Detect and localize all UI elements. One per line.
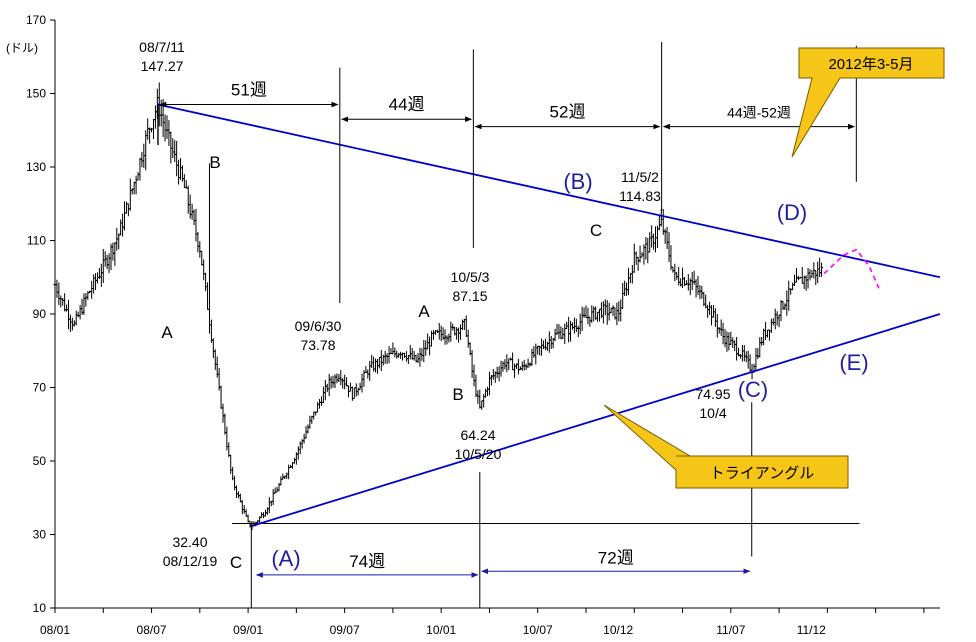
- x-axis: 08/01 08/07 09/01 09/07 10/01 10/07 10/12 11/07…: [40, 607, 940, 637]
- wave-label-7: (B): [563, 169, 592, 194]
- wave-label-4: B: [452, 385, 463, 404]
- y-tick-label-170: 170: [26, 13, 46, 27]
- y-tick-label-70: 70: [33, 381, 47, 395]
- point-label-p1005-1: 10/5/3: [451, 269, 490, 285]
- y-unit-label: (ドル): [6, 41, 38, 55]
- wave-label-5: C: [590, 221, 602, 240]
- price-series: [53, 82, 824, 531]
- annotations: 08/7/11 147.27 32.40 08/12/19 09/6/30 73.78 10…: [139, 39, 869, 572]
- y-tick-label-110: 110: [27, 234, 46, 248]
- wave-label-3: A: [418, 302, 430, 321]
- week-label-bottom-0: 74週: [349, 552, 385, 571]
- x-tick-label-10-12: 10/12: [603, 623, 633, 637]
- callout-triangle-text: トライアングル: [710, 465, 814, 482]
- x-tick-label-08-07: 08/07: [137, 623, 167, 637]
- wave-label-6: (A): [271, 546, 300, 571]
- forecast-series: [823, 248, 880, 289]
- x-tick-label-10-01: 10/01: [426, 623, 456, 637]
- week-label-top-2: 52週: [550, 103, 586, 122]
- point-label-p1005b-1: 64.24: [460, 427, 495, 443]
- y-tick-label-90: 90: [33, 307, 47, 321]
- wave-label-1: B: [209, 153, 220, 172]
- point-label-p0906-2: 73.78: [300, 337, 335, 353]
- wave-label-9: (D): [777, 200, 808, 225]
- callout-triangle-box: [603, 404, 849, 489]
- wave-label-10: (E): [839, 350, 868, 375]
- wave-label-2: C: [230, 553, 242, 572]
- point-label-p1005-2: 87.15: [452, 288, 487, 304]
- week-label-top-1: 44週: [389, 95, 425, 114]
- point-label-peak-1: 08/7/11: [139, 39, 185, 55]
- x-tick-label-09-01: 09/01: [233, 623, 263, 637]
- wave-label-8: (C): [738, 377, 769, 402]
- callout-2012-box: [791, 47, 945, 158]
- week-label-top-0: 51週: [231, 81, 267, 100]
- y-tick-label-50: 50: [33, 454, 47, 468]
- y-tick-label-10: 10: [33, 601, 47, 615]
- x-tick-label-11-07: 11/07: [716, 623, 745, 637]
- point-label-peak-2: 147.27: [141, 58, 184, 74]
- point-label-p1110-2: 10/4: [699, 405, 726, 421]
- point-label-p1005b-2: 10/5/20: [455, 446, 502, 462]
- point-label-p1110-1: 74.95: [695, 386, 730, 402]
- y-tick-label-130: 130: [26, 160, 46, 174]
- point-label-p0906-1: 09/6/30: [295, 318, 342, 334]
- y-tick-label-150: 150: [26, 87, 46, 101]
- x-tick-label-10-07: 10/07: [523, 623, 553, 637]
- wave-label-0: A: [161, 323, 173, 342]
- x-tick-label-08-01: 08/01: [40, 623, 70, 637]
- x-tick-label-11-12: 11/12: [797, 623, 826, 637]
- upper-trendline: [157, 103, 941, 279]
- point-label-p1105-2: 114.83: [619, 188, 661, 204]
- forecast-curve: [823, 248, 880, 289]
- week-label-top-3: 44週-52週: [727, 105, 791, 121]
- callout-2012-text: 2012年3-5月: [828, 56, 913, 73]
- point-label-p1105-1: 11/5/2: [621, 169, 659, 185]
- week-label-bottom-1: 72週: [598, 548, 634, 567]
- trendlines: [157, 103, 941, 527]
- y-axis: 10 30 50 70 90 110 130 150 170: [26, 13, 56, 615]
- x-tick-label-09-07: 09/07: [330, 623, 360, 637]
- y-tick-label-30: 30: [33, 528, 47, 542]
- lower-trendline: [252, 313, 941, 527]
- point-label-bottom-2: 08/12/19: [163, 553, 218, 569]
- point-label-bottom-1: 32.40: [172, 534, 207, 550]
